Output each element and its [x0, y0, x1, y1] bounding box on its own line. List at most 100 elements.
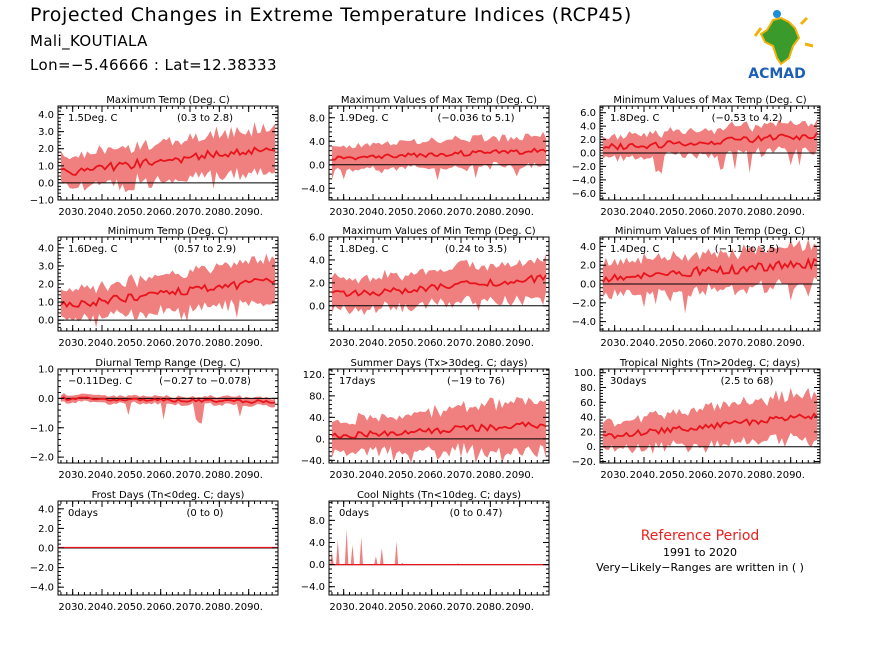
- y-tick-label: 2.0: [38, 524, 54, 535]
- x-tick-label: 2070.: [176, 470, 205, 481]
- x-tick-label: 2050.: [117, 602, 146, 613]
- x-tick-label: 2050.: [388, 602, 417, 613]
- likely-range-label: (−0.036 to 5.1): [437, 113, 514, 124]
- logo-text: ACMAD: [748, 66, 806, 82]
- median-change-label: 1.6Deg. C: [68, 244, 117, 255]
- x-tick-label: 2040.: [88, 207, 117, 218]
- y-tick-label: −40.: [301, 456, 325, 467]
- x-tick-label: 2060.: [417, 602, 446, 613]
- x-tick-label: 2090.: [234, 338, 263, 349]
- y-tick-label: 4.0: [580, 122, 596, 133]
- x-tick-label: 2050.: [388, 207, 417, 218]
- x-tick-label: 2050.: [388, 470, 417, 481]
- x-tick-label: 2080.: [747, 338, 776, 349]
- median-change-line: [60, 277, 276, 308]
- x-tick-label: 2090.: [505, 338, 534, 349]
- x-tick-label: 2080.: [205, 338, 234, 349]
- y-tick-label: 1.0: [38, 298, 54, 309]
- y-tick-label: 6.0: [309, 233, 325, 244]
- likely-range-label: (0.3 to 2.8): [177, 113, 233, 124]
- y-tick-label: 3.0: [38, 127, 54, 138]
- likely-range-label: (−19 to 76): [447, 376, 505, 387]
- y-tick-label: 100.: [574, 368, 596, 379]
- y-tick-label: −1.0: [30, 196, 54, 207]
- y-tick-label: 0.0: [580, 149, 596, 160]
- x-tick-label: 2070.: [176, 338, 205, 349]
- x-tick-label: 2030.: [329, 470, 358, 481]
- x-tick-label: 2050.: [388, 338, 417, 349]
- x-tick-label: 2090.: [776, 470, 805, 481]
- likely-range-band: [602, 238, 818, 314]
- chart-panel-6: 4.0 2.0 0.0 −2.0 −4.0 2030. 2040. 2050. 2060. 207…: [572, 226, 821, 349]
- median-change-label: 1.5Deg. C: [68, 113, 117, 124]
- x-tick-label: 2030.: [329, 338, 358, 349]
- y-tick-label: −2.0: [30, 563, 54, 574]
- y-tick-label: 4.0: [580, 242, 596, 253]
- y-tick-label: −4.0: [30, 583, 54, 594]
- y-tick-label: 40.: [309, 413, 325, 424]
- y-tick-label: 4.0: [38, 504, 54, 515]
- x-tick-label: 2090.: [776, 338, 805, 349]
- y-tick-label: 0.: [586, 442, 596, 453]
- y-tick-label: 2.0: [580, 261, 596, 272]
- likely-range-band: [60, 253, 276, 328]
- median-change-line: [60, 146, 276, 176]
- y-tick-label: 0.: [315, 434, 325, 445]
- x-tick-label: 2050.: [659, 470, 688, 481]
- y-tick-label: −2.0: [572, 298, 596, 309]
- y-tick-label: 1.0: [38, 161, 54, 172]
- median-change-line: [331, 147, 547, 161]
- likely-range-band: [602, 387, 818, 454]
- likely-range-label: (−1.1 to 3.5): [715, 244, 779, 255]
- x-tick-label: 2040.: [630, 470, 659, 481]
- station-coords: Lon=−5.46666 : Lat=12.38333: [30, 56, 277, 74]
- x-tick-label: 2080.: [747, 207, 776, 218]
- africa-sun-logo-icon: [753, 10, 814, 66]
- likely-range-band: [331, 131, 547, 181]
- acmad-logo: ACMAD: [748, 10, 814, 82]
- x-tick-label: 2040.: [359, 602, 388, 613]
- median-change-label: 0days: [339, 508, 369, 519]
- y-tick-label: 0.0: [38, 544, 54, 555]
- y-tick-label: 1.0: [38, 365, 54, 376]
- median-change-line: [602, 412, 818, 440]
- median-change-label: 1.8Deg. C: [610, 113, 659, 124]
- y-tick-label: −20.: [572, 457, 596, 468]
- x-tick-label: 2090.: [776, 207, 805, 218]
- y-tick-label: 2.0: [38, 280, 54, 291]
- x-tick-label: 2060.: [688, 470, 717, 481]
- x-tick-label: 2040.: [359, 207, 388, 218]
- y-tick-label: 0.0: [309, 560, 325, 571]
- x-tick-label: 2040.: [88, 470, 117, 481]
- likely-range-label: (0.24 to 3.5): [445, 244, 507, 255]
- chart-title: Cool Nights (Tn<10deg. C; days): [357, 490, 521, 501]
- x-tick-label: 2060.: [688, 207, 717, 218]
- x-tick-label: 2070.: [718, 338, 747, 349]
- median-change-line: [602, 257, 818, 283]
- x-tick-label: 2060.: [417, 338, 446, 349]
- x-tick-label: 2090.: [505, 207, 534, 218]
- reference-period-block: Reference Period 1991 to 2020 Very−Likel…: [580, 528, 820, 574]
- y-tick-label: 8.0: [309, 516, 325, 527]
- x-tick-label: 2040.: [88, 338, 117, 349]
- chart-title: Summer Days (Tx>30deg. C; days): [350, 358, 527, 369]
- likely-range-band: [602, 119, 818, 174]
- chart-panel-8: 120. 80. 40. 0. −40. 2030. 2040. 2050. 2060. 2070…: [301, 358, 550, 481]
- x-tick-label: 2050.: [659, 338, 688, 349]
- x-tick-label: 2090.: [234, 470, 263, 481]
- x-tick-label: 2080.: [747, 470, 776, 481]
- median-change-label: 17days: [339, 376, 375, 387]
- chart-title: Maximum Temp (Deg. C): [106, 95, 230, 106]
- median-change-label: 1.9Deg. C: [339, 113, 388, 124]
- likely-range-band: [331, 254, 547, 315]
- likely-range-label: (0.57 to 2.9): [174, 244, 236, 255]
- page-title: Projected Changes in Extreme Temperature…: [30, 4, 632, 26]
- y-tick-label: 3.0: [38, 261, 54, 272]
- reference-period-years: 1991 to 2020: [662, 546, 738, 559]
- x-tick-label: 2030.: [600, 338, 629, 349]
- x-tick-label: 2030.: [600, 207, 629, 218]
- x-tick-label: 2040.: [88, 602, 117, 613]
- plot-frame: [57, 368, 279, 464]
